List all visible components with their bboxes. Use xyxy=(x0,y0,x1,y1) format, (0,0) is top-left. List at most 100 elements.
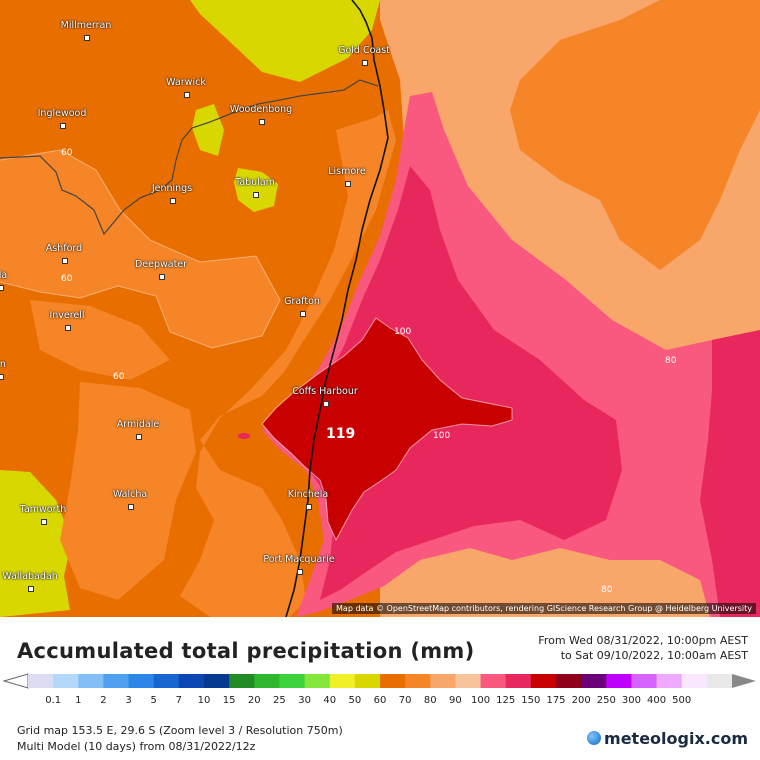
colorbar-tick-label: 30 xyxy=(298,695,311,705)
town-label: Millmerran xyxy=(60,20,112,31)
colorbar-tick-label: 0.1 xyxy=(45,695,61,705)
colorbar-tick-label: 250 xyxy=(597,695,616,705)
town-marker[interactable] xyxy=(0,374,4,380)
colorbar-tick-label: 10 xyxy=(198,695,211,705)
town-marker[interactable] xyxy=(259,119,265,125)
colorbar-swatch xyxy=(329,674,356,688)
colorbar-swatch xyxy=(153,674,180,688)
town-label: Ashford xyxy=(45,243,83,254)
town-marker[interactable] xyxy=(297,569,303,575)
map-info: Grid map 153.5 E, 29.6 S (Zoom level 3 /… xyxy=(17,723,343,755)
color-scale-bar: 0.1 1 2 3 5 7 10 15 20 25 30 40 50 60 70 80 90 100 125 150 1… xyxy=(2,673,756,706)
town-marker[interactable] xyxy=(362,60,368,66)
colorbar-swatch xyxy=(631,674,658,688)
colorbar-swatch xyxy=(706,674,733,688)
colorbar-swatch xyxy=(178,674,205,688)
town-marker[interactable] xyxy=(65,325,71,331)
time-from: From Wed 08/31/2022, 10:00pm AEST xyxy=(538,634,748,647)
colorbar-swatch xyxy=(530,674,557,688)
colorbar-tick-label: 400 xyxy=(647,695,666,705)
town-marker[interactable] xyxy=(159,274,165,280)
colorbar-swatch xyxy=(279,674,306,688)
colorbar-swatch xyxy=(204,674,230,688)
colorbar-swatch xyxy=(254,674,280,688)
grid-info: Grid map 153.5 E, 29.6 S (Zoom level 3 /… xyxy=(17,724,343,737)
contour-label: 80 xyxy=(601,585,613,595)
globe-icon xyxy=(587,731,602,745)
colorbar-tick-label: 200 xyxy=(572,695,591,705)
model-info: Multi Model (10 days) from 08/31/2022/12… xyxy=(17,740,256,753)
town-marker[interactable] xyxy=(41,519,47,525)
colorbar-tick-label: 5 xyxy=(151,695,157,705)
orange-zone-armidale xyxy=(60,382,196,600)
town-label: Lismore xyxy=(328,166,366,177)
colorbar-swatch xyxy=(78,674,104,688)
orange-zone-inverell xyxy=(30,300,170,380)
colorbar-swatch xyxy=(405,674,431,688)
pink-zone-inner xyxy=(286,166,622,600)
colorbar-swatch xyxy=(304,674,331,688)
precipitation-map[interactable]: Millmerran Gold Coast Warwick Inglewood Wood… xyxy=(0,0,760,617)
yellow-zone-southwest xyxy=(0,470,72,617)
contour-100mm xyxy=(261,317,513,542)
town-marker[interactable] xyxy=(300,311,306,317)
colorbar-swatch xyxy=(354,674,381,688)
colorbar-tick-label: 50 xyxy=(348,695,361,705)
legend-title: Accumulated total precipitation (mm) xyxy=(17,639,475,663)
colorbar-swatch xyxy=(53,674,79,688)
town-marker[interactable] xyxy=(128,504,134,510)
colorbar-swatch xyxy=(656,674,683,688)
contour-label: 60 xyxy=(61,274,73,284)
town-label: Inglewood xyxy=(37,108,87,119)
town-marker[interactable] xyxy=(0,285,4,291)
brand-logo[interactable]: meteologix.com xyxy=(587,729,748,748)
contour-label: 100 xyxy=(433,431,451,441)
town-label: Kinchela xyxy=(287,489,329,500)
town-marker[interactable] xyxy=(184,92,190,98)
colorbar-tick-label: 125 xyxy=(496,695,515,705)
town-label: Tabulam xyxy=(235,177,275,188)
colorbar-tick-label: 70 xyxy=(399,695,412,705)
town-label: Jennings xyxy=(151,183,193,194)
town-marker[interactable] xyxy=(253,192,259,198)
town-label: Inverell xyxy=(49,310,85,321)
color-scale: 0.1 1 2 3 5 7 10 15 20 25 30 40 50 60 70 80 90 100 125 150 1… xyxy=(0,669,760,706)
town-label: Coffs Harbour xyxy=(292,386,358,397)
colorbar-tick-label: 25 xyxy=(273,695,286,705)
town-marker[interactable] xyxy=(136,434,142,440)
town-label: Wallabadah xyxy=(2,571,58,582)
contour-label: 60 xyxy=(113,372,125,382)
town-marker[interactable] xyxy=(62,258,68,264)
colorbar-swatch xyxy=(606,674,632,688)
colorbar-tick-label: 2 xyxy=(100,695,106,705)
town-marker[interactable] xyxy=(345,181,351,187)
town-marker[interactable] xyxy=(60,123,66,129)
colorbar-swatch xyxy=(28,674,54,688)
town-label: Deepwater xyxy=(134,259,188,270)
colorbar-tick-label: 1 xyxy=(75,695,81,705)
town-marker[interactable] xyxy=(170,198,176,204)
pink-spot xyxy=(238,433,250,439)
colorbar-swatch xyxy=(128,674,155,688)
orange-zone-ocean-ne xyxy=(510,0,760,270)
legend-panel: Accumulated total precipitation (mm) Fro… xyxy=(0,617,760,760)
town-label: Tamworth xyxy=(19,504,67,515)
colorbar-min-arrow xyxy=(2,673,29,689)
max-value-label: 119 xyxy=(326,426,356,442)
town-marker[interactable] xyxy=(28,586,34,592)
town-marker[interactable] xyxy=(306,504,312,510)
state-border xyxy=(0,79,379,236)
contour-label: 100 xyxy=(394,327,412,337)
town-marker[interactable] xyxy=(323,401,329,407)
town-marker[interactable] xyxy=(84,35,90,41)
colorbar-tick-label: 175 xyxy=(546,695,565,705)
colorbar-swatch xyxy=(455,674,482,688)
colorbar-tick-label: 60 xyxy=(374,695,387,705)
contour-60mm xyxy=(0,149,281,349)
town-label: Warwick xyxy=(166,77,206,88)
town-label: on xyxy=(0,359,6,370)
colorbar-swatch xyxy=(103,674,130,688)
colorbar-swatch xyxy=(229,674,255,688)
colorbar-tick-label: 7 xyxy=(176,695,182,705)
contour-label: 60 xyxy=(61,148,73,158)
